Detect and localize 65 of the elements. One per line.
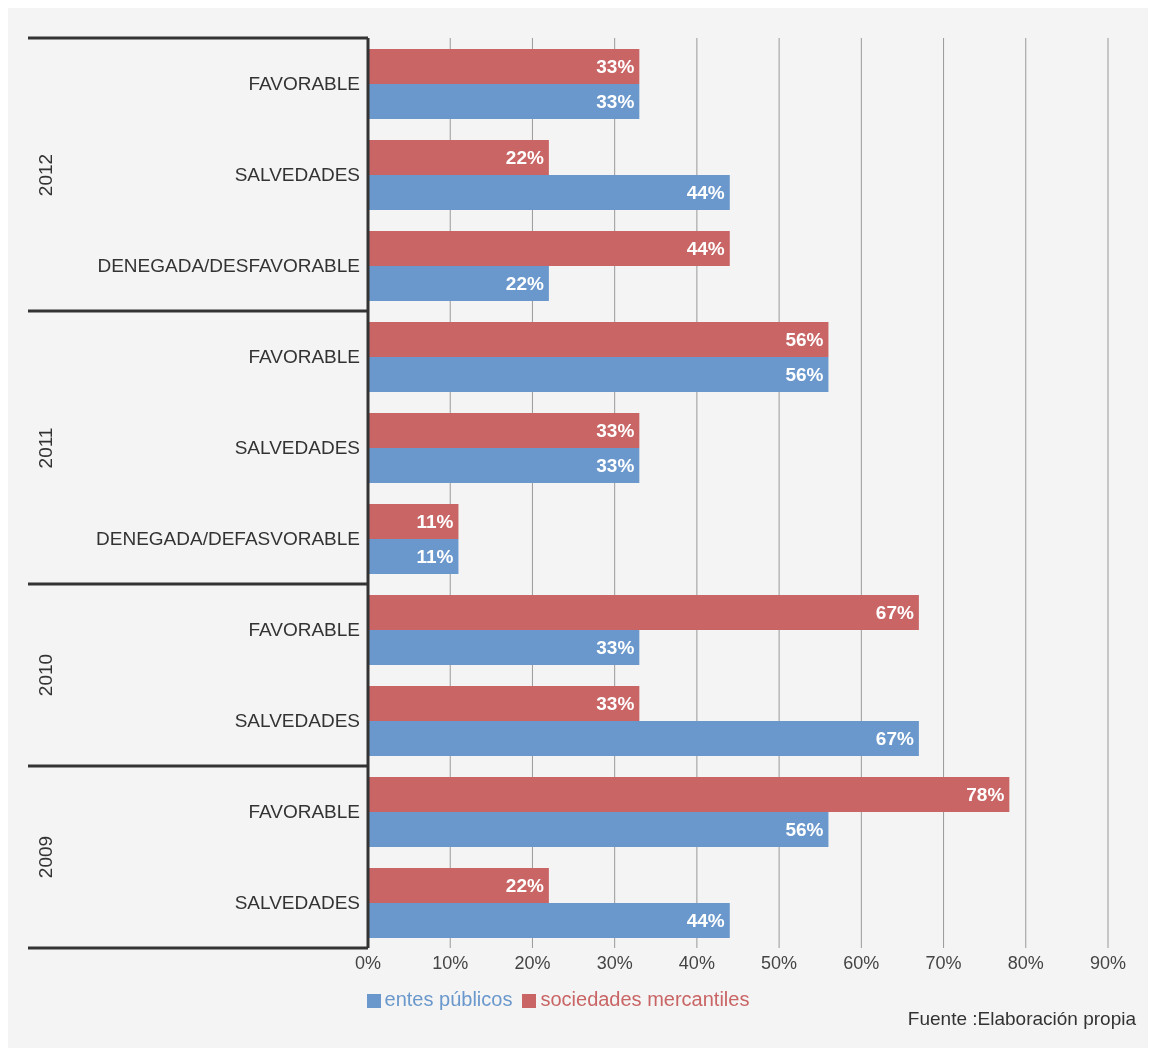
- data-label: 78%: [966, 784, 1005, 806]
- x-tick-label: 30%: [596, 952, 633, 973]
- y-tick-label: FAVORABLE: [248, 801, 360, 823]
- y-tick-label: SALVEDADES: [234, 437, 360, 459]
- data-label: 67%: [875, 728, 914, 750]
- x-tick-label: 70%: [925, 952, 962, 973]
- x-tick-label: 20%: [514, 952, 551, 973]
- data-label: 33%: [596, 91, 635, 113]
- data-label: 33%: [596, 637, 635, 659]
- bar: [368, 321, 829, 357]
- source-note: Fuente :Elaboración propia: [907, 1008, 1136, 1030]
- text: 2012: [35, 153, 57, 196]
- data-label: 22%: [505, 147, 544, 169]
- data-label: 33%: [596, 693, 635, 715]
- bar: [368, 48, 640, 84]
- bar: [368, 720, 919, 756]
- x-tick-label: 0%: [354, 952, 382, 973]
- data-label: 11%: [416, 511, 454, 533]
- data-label: 56%: [785, 819, 824, 841]
- bar: [368, 230, 730, 266]
- y-tick-label: FAVORABLE: [248, 346, 360, 368]
- data-label: 11%: [416, 546, 454, 568]
- bar: [368, 139, 549, 175]
- y-tick-label: SALVEDADES: [234, 710, 360, 732]
- data-label: 33%: [596, 56, 635, 78]
- text: 2011: [35, 427, 57, 468]
- data-label: 56%: [785, 364, 824, 386]
- data-label: 44%: [686, 182, 725, 204]
- bar: [368, 594, 919, 630]
- x-tick-label: 80%: [1007, 952, 1044, 973]
- x-tick-label: 50%: [761, 952, 798, 973]
- bar: [368, 867, 549, 903]
- data-label: 44%: [686, 238, 725, 260]
- bar: [368, 902, 730, 938]
- data-label: 33%: [596, 455, 635, 477]
- y-tick-label: DENEGADA/DEFASVORABLE: [96, 528, 360, 550]
- bar: [368, 265, 549, 301]
- legend-label: sociedades mercantiles: [540, 988, 750, 1010]
- y-tick-label: FAVORABLE: [248, 619, 360, 641]
- text: 2009: [35, 835, 57, 879]
- bar: [368, 174, 730, 210]
- x-tick-label: 40%: [678, 952, 715, 973]
- data-label: 22%: [505, 875, 544, 897]
- bar: [368, 447, 640, 483]
- data-label: 56%: [785, 329, 824, 351]
- text: 2010: [35, 653, 57, 697]
- data-label: 44%: [686, 910, 725, 932]
- bar: [368, 83, 640, 119]
- data-label: 67%: [875, 602, 914, 624]
- bar: [368, 776, 1010, 812]
- x-tick-label: 10%: [432, 952, 469, 973]
- y-tick-label: SALVEDADES: [234, 892, 360, 914]
- bar: [368, 685, 640, 721]
- y-tick-label: FAVORABLE: [248, 73, 360, 95]
- x-tick-label: 60%: [843, 952, 880, 973]
- data-label: 22%: [505, 273, 544, 295]
- y-tick-label: DENEGADA/DESFAVORABLE: [97, 255, 360, 277]
- bar: [368, 811, 829, 847]
- x-tick-label: 90%: [1089, 952, 1127, 973]
- data-label: 33%: [596, 420, 635, 442]
- y-tick-label: SALVEDADES: [234, 164, 360, 186]
- bar: [368, 356, 829, 392]
- bar: [368, 412, 640, 448]
- bar: [368, 629, 640, 665]
- legend-label: entes públicos: [384, 988, 513, 1010]
